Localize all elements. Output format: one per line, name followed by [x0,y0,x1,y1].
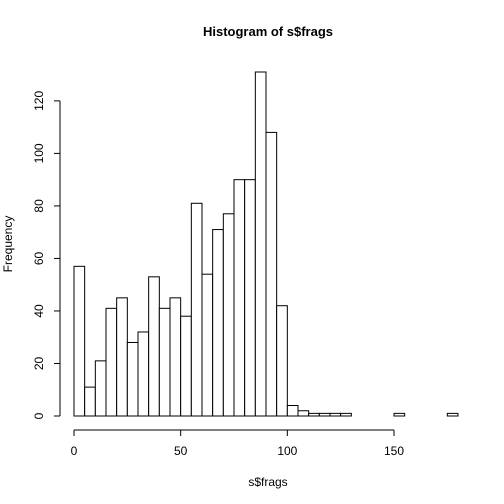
histogram-bar [308,412,320,417]
histogram-bar [180,315,192,417]
histogram-bar [446,412,459,417]
histogram-bar [158,307,171,417]
histogram-bar [94,360,107,417]
y-tick-label: 20 [32,356,46,370]
y-tick-label: 80 [32,199,46,213]
histogram-bar [276,305,288,417]
x-tick-label: 100 [277,444,297,458]
x-tick-label: 0 [71,444,78,458]
x-tick-label: 50 [174,444,188,458]
histogram-bar [137,331,150,417]
histogram-bar [318,412,331,417]
x-tick-label: 150 [384,444,404,458]
histogram-bar [105,307,118,417]
histogram-bar [190,202,203,417]
histogram-bar [169,297,182,417]
histogram-bar [329,412,342,417]
y-tick-label: 40 [32,304,46,318]
histogram-bar [244,179,256,417]
x-axis-label: s$frags [248,475,287,489]
y-axis-label: Frequency [1,216,15,273]
y-tick-label: 0 [32,412,46,419]
histogram-bar [393,412,406,417]
histogram-bar [340,412,352,417]
histogram-bar [126,341,139,417]
histogram-bar [201,273,214,417]
y-tick-label: 100 [32,143,46,163]
histogram-bar [286,404,299,417]
histogram-bar [254,71,267,417]
bars-group [73,71,459,417]
histogram-bar [265,131,278,417]
y-tick-label: 120 [32,91,46,111]
y-axis: 0 20 40 60 80 100 120 [32,91,61,419]
histogram-bar [116,297,128,417]
histogram-bar [297,410,310,417]
y-tick-label: 60 [32,251,46,265]
chart-title: Histogram of s$frags [203,24,333,39]
histogram-bar [148,276,160,417]
histogram-bar [73,265,86,417]
histogram-bar [233,179,246,417]
histogram-bar [212,229,224,417]
histogram-bar [222,213,235,417]
histogram-bar [84,386,96,417]
x-axis: 0 50 100 150 [71,429,404,458]
